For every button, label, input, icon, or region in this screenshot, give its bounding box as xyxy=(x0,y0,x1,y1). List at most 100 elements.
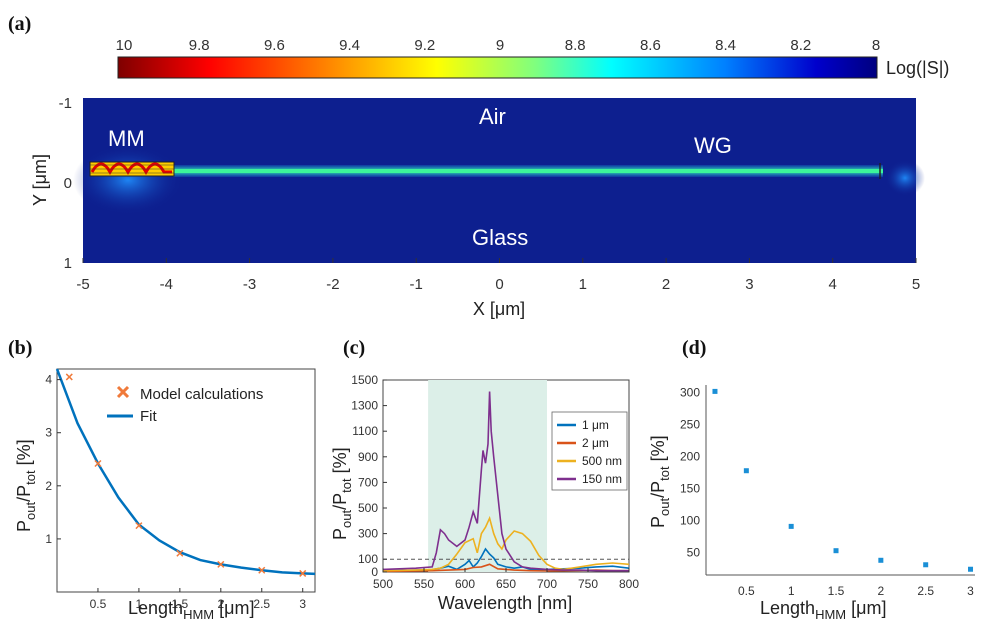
model-point xyxy=(94,459,102,468)
y-tick-label: 200 xyxy=(680,450,700,464)
panel-b-legend: Model calculations Fit xyxy=(107,385,263,425)
x-tick-label: 1.5 xyxy=(172,597,189,611)
y-tick-label: 900 xyxy=(358,450,378,464)
legend-fit: Fit xyxy=(140,408,157,425)
x-tick-label: 2 xyxy=(217,597,224,611)
x-tick-label: 2.5 xyxy=(917,584,934,598)
y-tick-label: 1100 xyxy=(352,424,378,438)
panel-c-xlabel: Wavelength [nm] xyxy=(438,593,572,613)
data-point xyxy=(968,566,974,572)
colorbar-tick-label: 9.6 xyxy=(264,37,285,54)
x-tick-label: 500 xyxy=(373,577,393,591)
data-point xyxy=(788,523,794,529)
colorbar-tick-label: 9.4 xyxy=(339,37,360,54)
label-air: Air xyxy=(479,104,506,129)
model-point xyxy=(176,549,184,557)
mm-scatter-glow xyxy=(73,145,183,215)
data-point xyxy=(712,388,718,394)
data-point xyxy=(878,557,884,563)
y-tick-label: -1 xyxy=(59,95,72,112)
fit-line xyxy=(55,368,316,576)
panel-d-ylabel: Pout/Ptot[%] xyxy=(648,435,672,528)
colorbar-tick-label: 10 xyxy=(116,37,133,54)
x-tick-label: 1 xyxy=(788,584,795,598)
y-tick-label: 0 xyxy=(371,565,378,579)
x-tick-label: 3 xyxy=(967,584,974,598)
highlight-band xyxy=(428,380,547,572)
legend-1um: 1 μm xyxy=(582,418,609,432)
x-tick-label: 700 xyxy=(537,577,557,591)
x-tick-label: -4 xyxy=(160,276,173,293)
y-tick-label: 4 xyxy=(45,373,52,387)
y-tick-label: 250 xyxy=(680,418,700,432)
colorbar-ticks: 10 9.8 9.6 9.4 9.2 9 8.8 8.6 8.4 8.2 8 xyxy=(116,37,881,54)
panel-d-label: (d) xyxy=(682,337,706,359)
y-tick-label: 500 xyxy=(358,501,378,515)
x-tick-label: 2 xyxy=(878,584,885,598)
data-point xyxy=(923,562,929,568)
panel-c-x-ticks: 500 550 600 650 700 750 800 xyxy=(373,568,639,591)
data-point xyxy=(743,468,749,474)
legend-marker-model xyxy=(116,385,130,399)
colorbar-tick-label: 8.4 xyxy=(715,37,736,54)
x-tick-label: 3 xyxy=(299,597,306,611)
panel-d-y-ticks: 50 100 150 200 250 300 xyxy=(680,386,700,560)
label-wg: WG xyxy=(694,133,732,158)
x-tick-label: -1 xyxy=(410,276,423,293)
model-point xyxy=(65,373,73,381)
colorbar-gradient xyxy=(117,56,878,79)
x-tick-label: 0 xyxy=(495,276,503,293)
panel-a-label: (a) xyxy=(8,13,31,35)
x-tick-label: 600 xyxy=(455,577,475,591)
y-tick-label: 2 xyxy=(45,479,52,493)
x-tick-label: 4 xyxy=(829,276,837,293)
panel-d-plot xyxy=(712,388,974,572)
panel-d: (d) 0.5 1 1.5 2 2.5 3 50 100 150 200 250 300 Lengt… xyxy=(648,337,975,622)
x-tick-label: -5 xyxy=(76,276,89,293)
colorbar-label: Log(|S|) xyxy=(886,58,949,78)
y-tick-label: 100 xyxy=(680,514,700,528)
panel-a-x-ticks: -5 -4 -3 -2 -1 0 1 2 3 4 5 xyxy=(76,258,920,293)
x-tick-label: -2 xyxy=(326,276,339,293)
y-tick-label: 50 xyxy=(687,546,701,560)
x-tick-label: 2.5 xyxy=(253,597,270,611)
y-tick-label: 300 xyxy=(680,386,700,400)
y-tick-label: 3 xyxy=(45,426,52,440)
colorbar-tick-label: 8.8 xyxy=(565,37,586,54)
panel-d-xlabel: LengthHMM [μm] xyxy=(760,598,886,622)
y-tick-label: 1 xyxy=(45,532,52,546)
label-mm: MM xyxy=(108,126,145,151)
panel-b-x-ticks: 0.5 1 1.5 2 2.5 3 xyxy=(90,588,306,611)
model-point xyxy=(217,560,225,568)
panel-a-y-ticks: -1 0 1 xyxy=(59,95,72,272)
x-tick-label: 800 xyxy=(619,577,639,591)
x-tick-label: 5 xyxy=(912,276,920,293)
y-tick-label: 100 xyxy=(358,552,378,566)
panel-a-ylabel: Y [μm] xyxy=(30,154,50,206)
panel-d-x-ticks: 0.5 1 1.5 2 2.5 3 xyxy=(738,584,974,598)
x-tick-label: 0.5 xyxy=(90,597,107,611)
colorbar-tick-label: 8.6 xyxy=(640,37,661,54)
x-tick-label: 1 xyxy=(136,597,143,611)
colorbar-tick-label: 9.2 xyxy=(414,37,435,54)
series-150nm-line xyxy=(382,391,629,572)
y-tick-label: 700 xyxy=(358,475,378,489)
x-tick-label: 0.5 xyxy=(738,584,755,598)
panel-b-ylabel: Pout/Ptot[%] xyxy=(14,439,38,532)
panel-b: (b) 0.5 1 1.5 2 2.5 3 1 2 3 4 Model calculations… xyxy=(8,337,316,622)
legend-500nm: 500 nm xyxy=(582,454,622,468)
model-point xyxy=(299,569,307,577)
panel-a: (a) 10 9.8 9.6 9.4 9.2 9 8.8 8.6 8.4 8.2 8 Log(|S|… xyxy=(8,13,949,319)
field-map: MM Air WG Glass xyxy=(73,98,925,263)
colorbar-tick-label: 8 xyxy=(872,37,880,54)
y-tick-label: 150 xyxy=(680,482,700,496)
x-tick-label: 650 xyxy=(496,577,516,591)
panel-c-ylabel: Pout/Ptot[%] xyxy=(330,447,354,540)
waveguide-core xyxy=(173,169,883,173)
x-tick-label: 750 xyxy=(578,577,598,591)
colorbar-tick-label: 9 xyxy=(496,37,504,54)
data-point xyxy=(833,548,839,554)
